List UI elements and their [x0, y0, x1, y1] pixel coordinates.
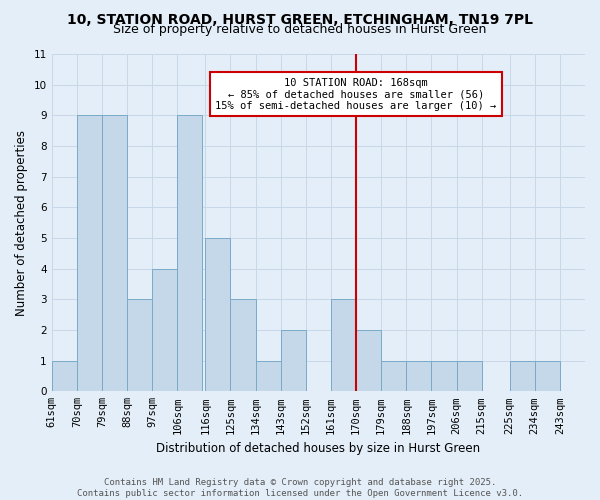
Bar [281, 330, 306, 392]
Bar [331, 300, 356, 392]
Bar [230, 300, 256, 392]
Text: Size of property relative to detached houses in Hurst Green: Size of property relative to detached ho… [113, 24, 487, 36]
Bar [102, 116, 127, 392]
Bar [509, 360, 535, 392]
Bar [205, 238, 230, 392]
Bar [127, 300, 152, 392]
Bar [52, 360, 77, 392]
Bar [256, 360, 281, 392]
Bar [152, 268, 178, 392]
Text: 10, STATION ROAD, HURST GREEN, ETCHINGHAM, TN19 7PL: 10, STATION ROAD, HURST GREEN, ETCHINGHA… [67, 12, 533, 26]
Text: Contains HM Land Registry data © Crown copyright and database right 2025.
Contai: Contains HM Land Registry data © Crown c… [77, 478, 523, 498]
Y-axis label: Number of detached properties: Number of detached properties [15, 130, 28, 316]
Bar [356, 330, 381, 392]
Text: 10 STATION ROAD: 168sqm
← 85% of detached houses are smaller (56)
15% of semi-de: 10 STATION ROAD: 168sqm ← 85% of detache… [215, 78, 496, 111]
Bar [457, 360, 482, 392]
Bar [406, 360, 431, 392]
Bar [381, 360, 406, 392]
X-axis label: Distribution of detached houses by size in Hurst Green: Distribution of detached houses by size … [156, 442, 481, 455]
Bar [178, 116, 202, 392]
Bar [535, 360, 560, 392]
Bar [77, 116, 102, 392]
Bar [431, 360, 457, 392]
